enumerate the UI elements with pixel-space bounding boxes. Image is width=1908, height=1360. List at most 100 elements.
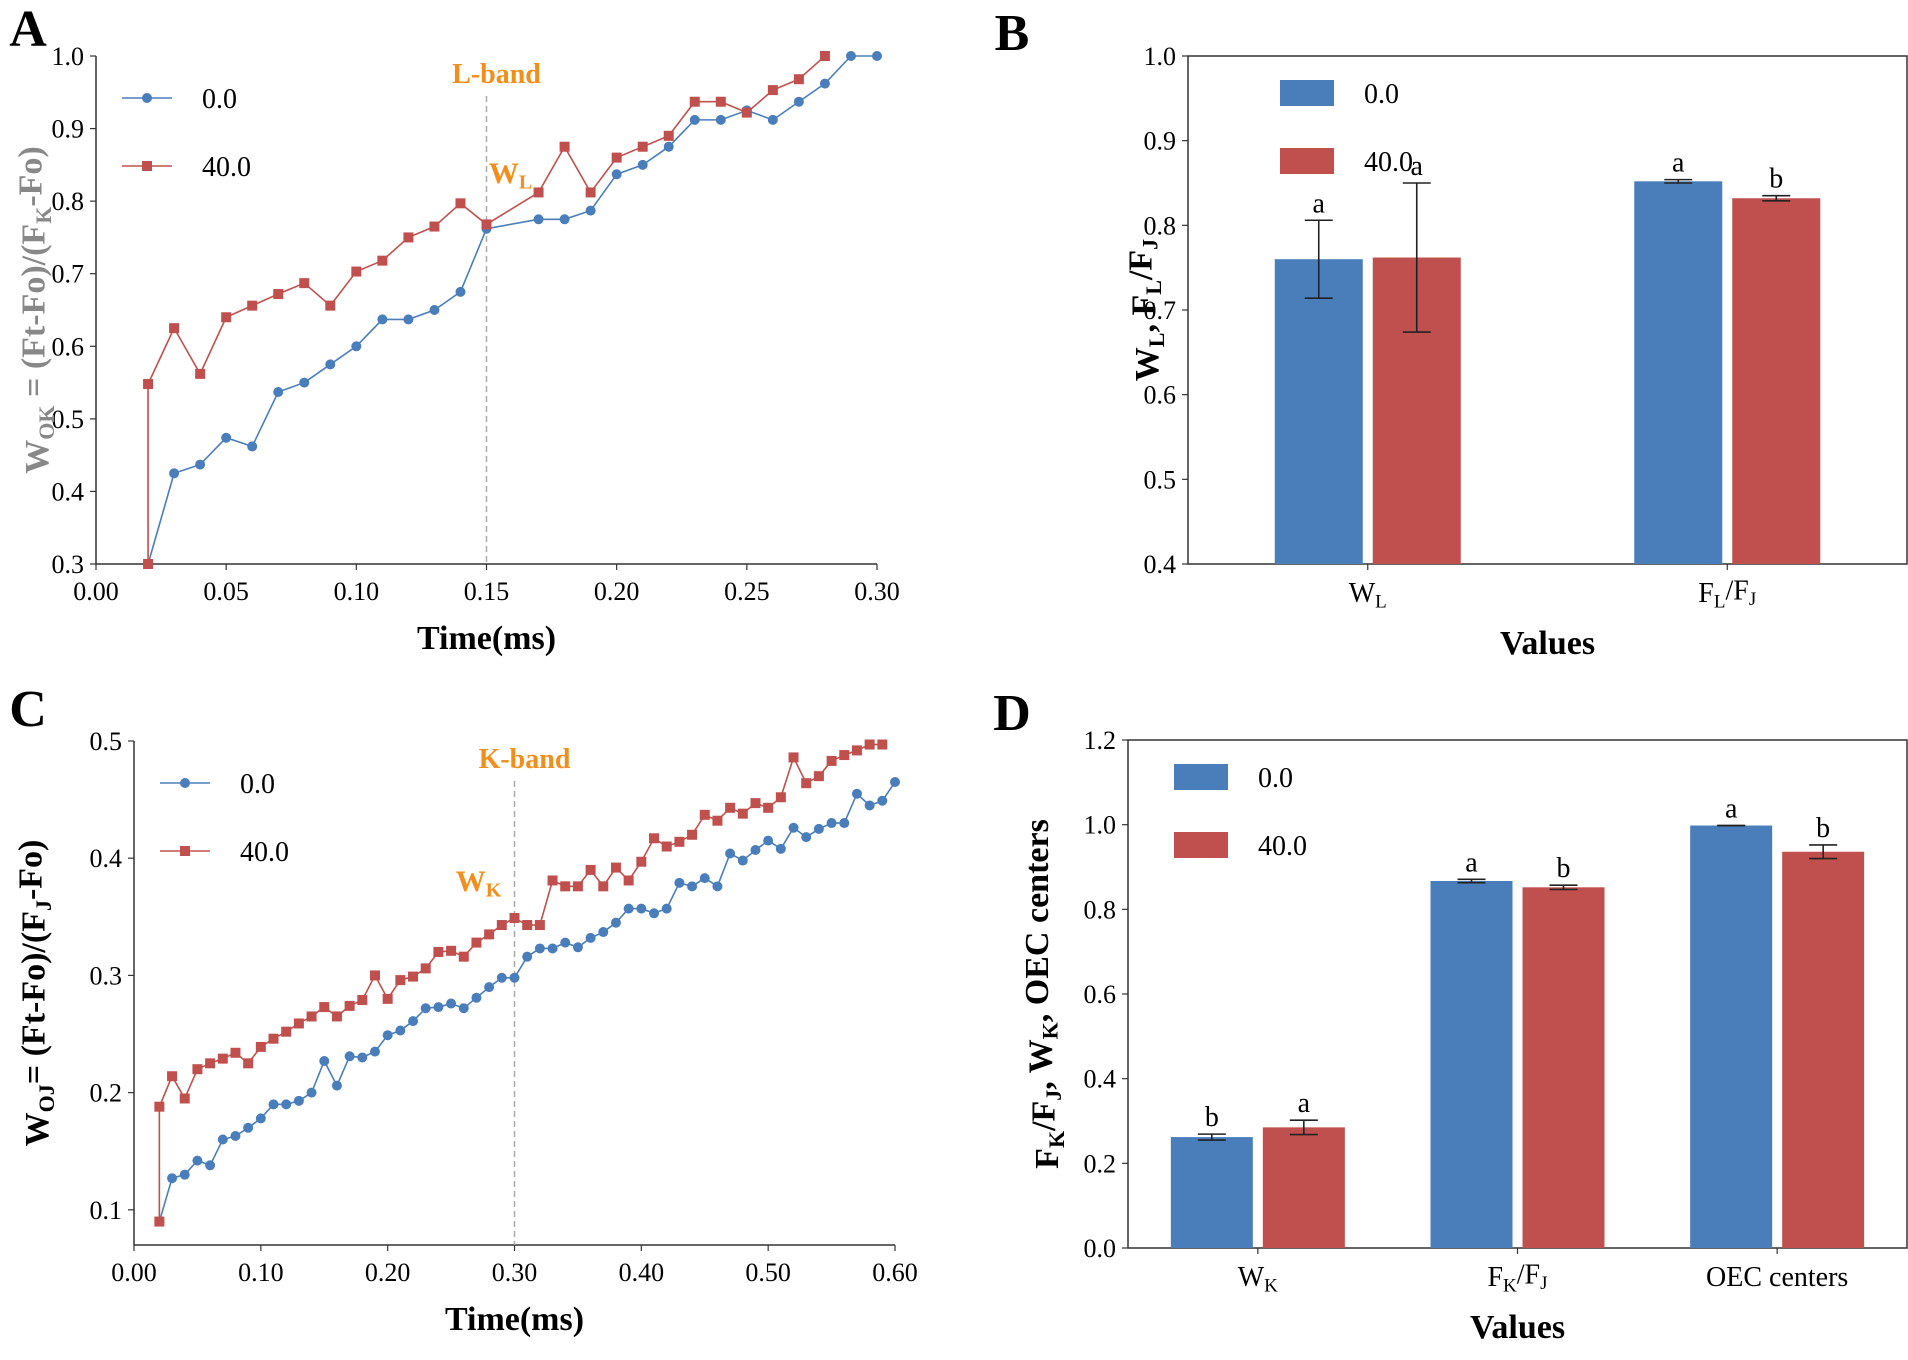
data-point: [534, 920, 545, 931]
data-point: [689, 96, 700, 107]
label-base: /F: [1026, 1101, 1063, 1132]
data-point: [801, 832, 812, 843]
data-point: [319, 1002, 330, 1013]
legend-swatch: [1174, 764, 1228, 790]
data-point: [293, 1095, 304, 1106]
y-axis-title: WOK​ = (Ft-Fo)/(FK​-Fo): [12, 146, 59, 474]
y-tick-label: 1.0: [52, 42, 85, 71]
data-point: [243, 1122, 254, 1133]
legend-label: 0.0: [240, 769, 275, 800]
x-tick-label: 0.15: [464, 577, 510, 606]
data-point: [247, 441, 258, 452]
data-point: [268, 1099, 279, 1110]
data-point: [195, 459, 206, 470]
significance-letter: a: [1313, 188, 1326, 219]
legend-swatch: [1280, 148, 1334, 174]
data-point: [813, 771, 824, 782]
data-point: [433, 1002, 444, 1013]
data-point: [788, 822, 799, 833]
label-subscript: J: [1137, 239, 1162, 250]
label-subscript: K: [1264, 1275, 1278, 1296]
y-axis-title: FK​/FJ​, WK​, OEC centers: [1019, 819, 1069, 1169]
data-point: [864, 739, 875, 750]
data-point: [344, 1051, 355, 1062]
data-point: [221, 432, 232, 443]
y-tick-label: 1.0: [1144, 42, 1177, 71]
label-base: -Fo): [12, 146, 49, 206]
bar-40.0: [1782, 851, 1865, 1248]
data-point: [712, 815, 723, 826]
label-subscript: OK: [34, 406, 59, 440]
data-point: [299, 278, 310, 289]
legend-label: 40.0: [1364, 147, 1413, 178]
significance-letter: b: [1769, 164, 1783, 195]
data-point: [179, 1093, 190, 1104]
data-point: [471, 937, 482, 948]
data-point: [221, 312, 232, 323]
x-tick-label: WL​: [1349, 578, 1387, 612]
data-point: [725, 802, 736, 813]
series-line-0.0: [147, 55, 877, 565]
data-point: [689, 114, 700, 125]
data-point: [192, 1155, 203, 1166]
data-point: [585, 864, 596, 875]
data-point: [775, 792, 786, 803]
data-point: [877, 795, 888, 806]
data-point: [281, 1099, 292, 1110]
panel-letter: A: [9, 1, 47, 58]
legend-label: 0.0: [1364, 79, 1399, 110]
panel-letter: B: [995, 5, 1030, 62]
bar-0.0: [1690, 825, 1773, 1248]
data-point: [230, 1047, 241, 1058]
label-base: /F: [1122, 250, 1159, 281]
data-point: [813, 823, 824, 834]
data-point: [560, 937, 571, 948]
y-tick-label: 0.2: [90, 1079, 123, 1108]
data-point: [636, 856, 647, 867]
data-point: [687, 829, 698, 840]
label-subscript: J: [1749, 589, 1756, 610]
data-point: [585, 932, 596, 943]
data-point: [767, 114, 778, 125]
data-point: [845, 51, 856, 61]
bar-0.0: [1634, 181, 1723, 564]
data-point: [169, 468, 180, 479]
data-point: [572, 881, 583, 892]
legend-label: 0.0: [1258, 763, 1293, 794]
data-point: [179, 1169, 190, 1180]
data-point: [788, 752, 799, 763]
y-tick-label: 0.6: [1144, 381, 1177, 410]
data-point: [741, 107, 752, 118]
data-point: [230, 1130, 241, 1141]
data-point: [331, 1011, 342, 1022]
data-point: [712, 881, 723, 892]
y-tick-label: 0.1: [90, 1196, 123, 1225]
x-axis-title: Time(ms): [445, 1301, 584, 1338]
data-point: [585, 205, 596, 216]
y-tick-label: 0.8: [1144, 211, 1177, 240]
data-point: [763, 802, 774, 813]
label-subscript: K: [1037, 1022, 1062, 1039]
data-point: [281, 1026, 292, 1037]
x-tick-label: 0.50: [745, 1258, 791, 1287]
data-point: [429, 305, 440, 315]
data-point: [143, 379, 154, 390]
data-point: [205, 1160, 216, 1171]
data-point: [446, 945, 457, 956]
data-point: [611, 169, 622, 180]
data-point: [331, 1080, 342, 1091]
x-axis-title: Time(ms): [417, 620, 556, 657]
data-point: [674, 877, 685, 888]
data-point: [273, 289, 284, 300]
y-tick-label: 0.4: [52, 477, 85, 506]
data-point: [143, 559, 154, 569]
y-tick-label: 0.0: [1084, 1234, 1117, 1263]
x-tick-label: 0.60: [872, 1258, 918, 1287]
label-base: W: [1238, 1262, 1265, 1293]
label-base: = (Ft-Fo)/(F: [16, 224, 53, 406]
data-point: [767, 85, 778, 96]
data-point: [395, 975, 406, 986]
x-tick-label: 0.40: [619, 1258, 665, 1287]
data-point: [382, 1030, 393, 1041]
